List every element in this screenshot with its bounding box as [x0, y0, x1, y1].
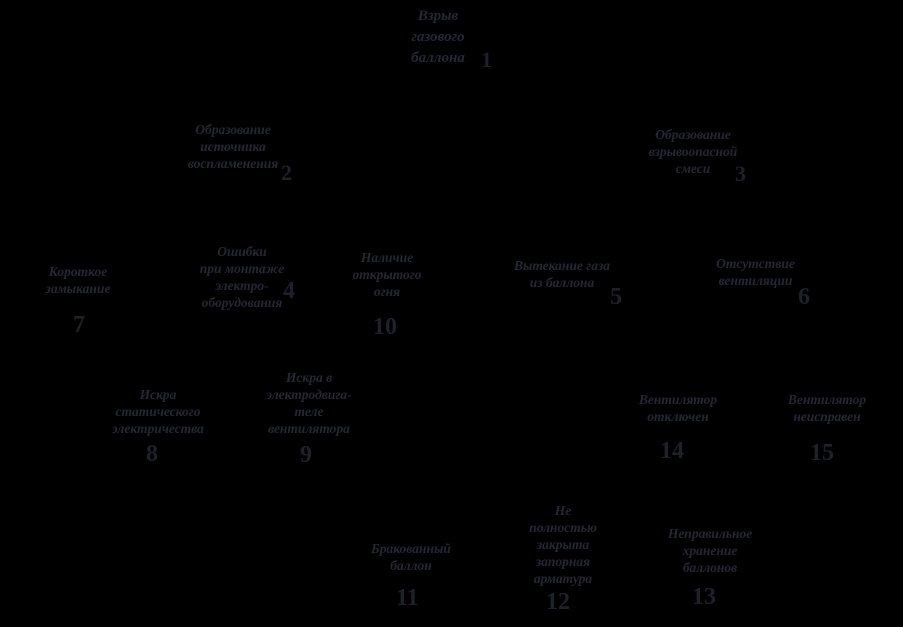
node-number: 5: [610, 284, 622, 310]
node-label: Образование взрывоопасной смеси: [648, 127, 738, 176]
fault-node-4-installation-errors: Ошибки при монтаже электро- оборудования…: [178, 243, 306, 311]
node-label: Короткое замыкание: [45, 264, 111, 296]
node-label: Неправильное хранение баллонов: [667, 526, 753, 575]
node-number: 12: [546, 589, 570, 615]
node-label: Вентилятор неисправен: [787, 392, 867, 424]
node-label: Вытекание газа из баллона: [513, 258, 611, 290]
node-label: Не полностью закрыта запорная арматура: [529, 503, 597, 586]
node-number: 13: [692, 584, 716, 610]
fault-node-5-gas-leak: Вытекание газа из баллона 5: [488, 257, 636, 309]
node-number: 8: [146, 441, 158, 467]
node-label: Отсутствие вентиляции: [716, 256, 795, 288]
fault-node-12-valve-not-closed: Не полностью закрыта запорная арматура 1…: [504, 502, 622, 614]
node-label: Ошибки при монтаже электро- оборудования: [199, 244, 285, 310]
fault-node-1-explosion: Взрыв газового баллона 1: [368, 6, 508, 72]
node-label: Вентилятор отключен: [638, 392, 718, 424]
fault-node-3-explosive-mixture: Образование взрывоопасной смеси 3: [623, 126, 763, 186]
fault-node-7-short-circuit: Короткое замыкание 7: [18, 263, 138, 337]
fault-node-13-improper-storage: Неправильное хранение баллонов 13: [646, 525, 774, 609]
fault-node-10-open-flame: Наличие открытого огня 10: [333, 249, 441, 339]
node-number: 14: [660, 438, 684, 464]
node-number: 1: [481, 47, 492, 72]
node-number: 15: [810, 440, 834, 466]
node-number: 9: [300, 442, 312, 468]
node-number: 10: [373, 314, 397, 340]
node-label: Бракованный баллон: [371, 541, 451, 573]
fault-node-11-defective-cylinder: Бракованный баллон 11: [350, 540, 472, 610]
node-label: Искра статического электричества: [112, 387, 204, 436]
node-label: Образование источника воспламенения: [187, 122, 279, 171]
fault-node-2-ignition-source: Образование источника воспламенения 2: [163, 121, 303, 185]
fault-node-15-fan-faulty: Вентилятор неисправен 15: [766, 391, 888, 465]
node-number: 3: [735, 161, 746, 186]
node-number: 11: [396, 585, 419, 611]
node-label: Искра в электродвига- теле вентилятора: [266, 370, 352, 436]
fault-node-6-no-ventilation: Отсутствие вентиляции 6: [693, 255, 818, 309]
fault-node-9-fan-motor-spark: Искра в электродвига- теле вентилятора 9: [238, 369, 380, 467]
node-label: Наличие открытого огня: [352, 250, 422, 299]
fault-node-8-static-spark: Искра статического электричества 8: [94, 386, 222, 466]
fault-node-14-fan-off: Вентилятор отключен 14: [614, 391, 742, 463]
node-number: 2: [281, 160, 292, 185]
node-number: 7: [73, 312, 85, 338]
node-number: 4: [283, 278, 295, 304]
node-label: Взрыв газового баллона: [411, 8, 465, 66]
node-number: 6: [798, 284, 810, 310]
